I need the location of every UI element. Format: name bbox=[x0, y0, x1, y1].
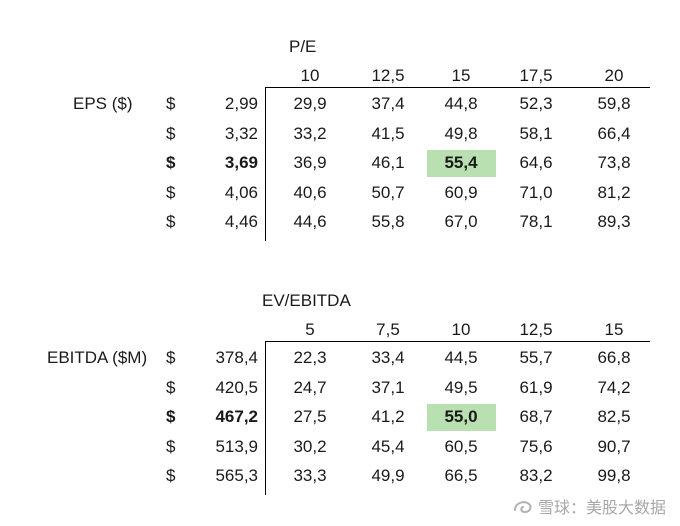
table-cell: 37,1 bbox=[371, 377, 405, 397]
table-cell: 59,8 bbox=[597, 94, 631, 113]
currency-symbol: $ bbox=[166, 348, 176, 367]
table-cell: 37,4 bbox=[371, 94, 405, 113]
table-cell: 66,4 bbox=[597, 123, 631, 143]
row-input-value: 378,4 bbox=[215, 348, 258, 367]
column-header: 12,5 bbox=[371, 66, 405, 85]
table-cell: 82,5 bbox=[597, 407, 631, 426]
table-cell: 33,3 bbox=[293, 466, 327, 485]
table-cell: 68,7 bbox=[519, 407, 553, 426]
column-header: 20 bbox=[604, 66, 624, 85]
currency-symbol: $ bbox=[166, 212, 176, 231]
table-cell: 64,6 bbox=[519, 153, 553, 172]
table-cell: 75,6 bbox=[519, 436, 553, 456]
column-axis-label: EV/EBITDA bbox=[262, 291, 351, 310]
row-input-value: 4,46 bbox=[224, 212, 258, 231]
table-cell: 33,2 bbox=[293, 123, 327, 143]
table-cell: 41,5 bbox=[371, 123, 405, 143]
table-cell: 66,8 bbox=[597, 348, 631, 367]
column-header: 17,5 bbox=[519, 66, 553, 85]
table-cell: 27,5 bbox=[293, 407, 327, 426]
table-cell: 22,3 bbox=[293, 348, 327, 367]
row-axis-label: EBITDA ($M) bbox=[47, 348, 148, 367]
table-cell: 55,7 bbox=[519, 348, 553, 367]
highlight-cell bbox=[426, 150, 496, 177]
column-header: 5 bbox=[305, 320, 315, 339]
table-cell: 58,1 bbox=[519, 123, 553, 143]
table-cell: 44,5 bbox=[444, 348, 478, 367]
table-cell: 73,8 bbox=[597, 153, 631, 172]
watermark-text: 雪球：美股大数据 bbox=[537, 498, 666, 517]
row-divider bbox=[265, 341, 266, 495]
row-input-value: 420,5 bbox=[215, 377, 258, 397]
column-header: 15 bbox=[451, 66, 471, 85]
table-cell: 49,8 bbox=[444, 123, 478, 143]
snowball-logo-icon bbox=[513, 501, 532, 514]
table-cell: 55,8 bbox=[371, 212, 405, 231]
currency-symbol: $ bbox=[166, 407, 176, 426]
table-cell: 44,6 bbox=[293, 212, 327, 231]
currency-symbol: $ bbox=[166, 466, 176, 485]
table-cell: 24,7 bbox=[293, 377, 327, 397]
table-cell: 40,6 bbox=[293, 182, 327, 202]
table-cell: 29,9 bbox=[293, 94, 327, 113]
table-cell: 61,9 bbox=[519, 377, 553, 397]
table-cell: 52,3 bbox=[519, 94, 553, 113]
table-cell: 81,2 bbox=[597, 182, 631, 202]
table-cell: 67,0 bbox=[444, 212, 478, 231]
table-cell: 46,1 bbox=[371, 153, 405, 172]
column-header: 7,5 bbox=[376, 320, 400, 339]
watermark: 雪球：美股大数据 bbox=[512, 494, 666, 518]
row-input-value: 513,9 bbox=[215, 436, 258, 456]
currency-symbol: $ bbox=[166, 153, 176, 172]
column-header: 12,5 bbox=[519, 320, 553, 339]
highlight-cell bbox=[426, 404, 496, 431]
currency-symbol: $ bbox=[166, 436, 176, 456]
table-cell: 33,4 bbox=[371, 348, 405, 367]
row-input-value: 467,2 bbox=[215, 407, 258, 426]
table-cell: 60,5 bbox=[444, 436, 478, 456]
column-header: 15 bbox=[604, 320, 624, 339]
table-cell: 45,4 bbox=[371, 436, 405, 456]
table-cell: 30,2 bbox=[293, 436, 327, 456]
column-header: 10 bbox=[451, 320, 471, 339]
table-cell: 83,2 bbox=[519, 466, 553, 485]
table-cell: 74,2 bbox=[597, 377, 631, 397]
row-axis-label: EPS ($) bbox=[73, 94, 133, 113]
table-cell: 78,1 bbox=[519, 212, 553, 231]
table-cell: 99,8 bbox=[597, 466, 631, 485]
table-cell: 89,3 bbox=[597, 212, 631, 231]
table-cell: 50,7 bbox=[371, 182, 405, 202]
currency-symbol: $ bbox=[166, 182, 176, 202]
row-input-value: 565,3 bbox=[215, 466, 258, 485]
row-input-value: 4,06 bbox=[224, 182, 258, 202]
table-cell: 66,5 bbox=[444, 466, 478, 485]
row-input-value: 2,99 bbox=[224, 94, 258, 113]
row-input-value: 3,69 bbox=[224, 153, 258, 172]
column-axis-label: P/E bbox=[289, 37, 317, 56]
table-cell: 49,5 bbox=[444, 377, 478, 397]
column-header: 10 bbox=[300, 66, 320, 85]
row-input-value: 3,32 bbox=[224, 123, 258, 143]
header-divider bbox=[265, 341, 650, 342]
header-divider bbox=[265, 87, 650, 88]
table-cell: 60,9 bbox=[444, 182, 478, 202]
table-cell: 49,9 bbox=[371, 466, 405, 485]
table-cell: 55,0 bbox=[444, 407, 478, 426]
currency-symbol: $ bbox=[166, 94, 176, 113]
row-divider bbox=[265, 87, 266, 241]
table-cell: 90,7 bbox=[597, 436, 631, 456]
currency-symbol: $ bbox=[166, 377, 176, 397]
table-cell: 36,9 bbox=[293, 153, 327, 172]
table-cell: 44,8 bbox=[444, 94, 478, 113]
currency-symbol: $ bbox=[166, 123, 176, 143]
table-cell: 55,4 bbox=[444, 153, 478, 172]
table-cell: 71,0 bbox=[519, 182, 553, 202]
table-cell: 41,2 bbox=[371, 407, 405, 426]
